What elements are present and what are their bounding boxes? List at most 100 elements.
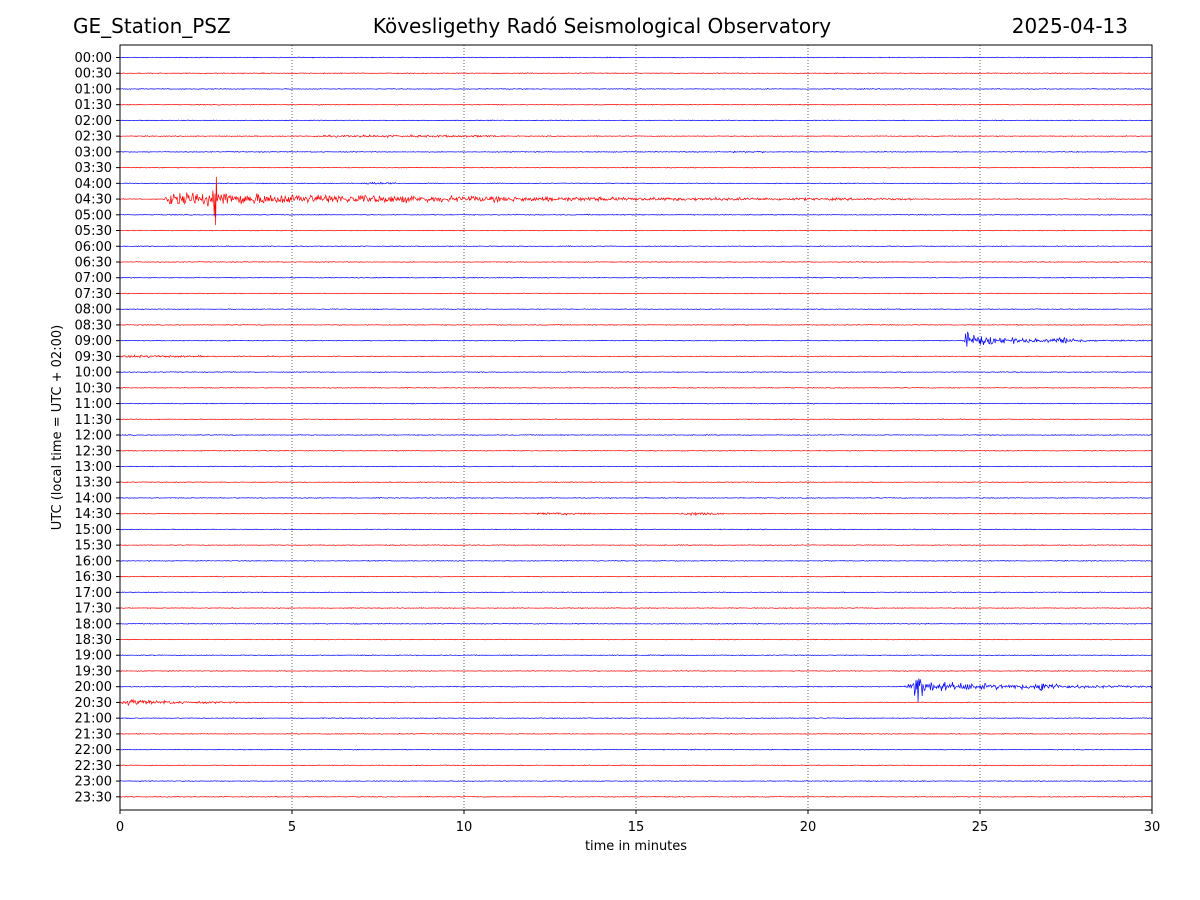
y-tick-label-14:00: 14:00 [75, 491, 112, 506]
x-tick-label-5: 5 [288, 820, 296, 835]
trace-02:30 [119, 133, 1153, 139]
x-tick-label-30: 30 [1144, 820, 1161, 835]
y-tick-label-19:00: 19:00 [75, 649, 112, 664]
y-tick-label-20:00: 20:00 [75, 680, 112, 695]
trace-07:00 [119, 276, 1153, 279]
trace-04:00 [119, 181, 1153, 185]
trace-13:00 [119, 465, 1153, 468]
y-tick-label-22:00: 22:00 [75, 743, 112, 758]
trace-02:00 [119, 119, 1153, 122]
x-tick-label-25: 25 [972, 820, 989, 835]
y-tick-label-08:30: 08:30 [75, 318, 112, 333]
grid-lines [291, 45, 981, 810]
trace-09:00 [119, 331, 1153, 347]
y-tick-label-07:30: 07:30 [75, 287, 112, 302]
y-tick-label-05:30: 05:30 [75, 224, 112, 239]
trace-15:00 [119, 528, 1153, 531]
x-tick-label-20: 20 [800, 820, 817, 835]
y-tick-label-00:00: 00:00 [75, 51, 112, 66]
trace-15:30 [119, 544, 1153, 547]
y-tick-label-07:00: 07:00 [75, 271, 112, 286]
y-tick-label-03:00: 03:00 [75, 145, 112, 160]
trace-06:00 [119, 245, 1153, 248]
y-tick-label-13:00: 13:00 [75, 460, 112, 475]
y-tick-label-17:30: 17:30 [75, 602, 112, 617]
y-tick-label-17:00: 17:00 [75, 586, 112, 601]
trace-08:30 [119, 323, 1153, 326]
trace-05:30 [119, 229, 1153, 232]
x-tick-label-0: 0 [116, 820, 124, 835]
y-tick-label-19:30: 19:30 [75, 664, 112, 679]
y-tick-label-11:00: 11:00 [75, 397, 112, 412]
trace-14:30 [119, 511, 1153, 517]
trace-19:30 [119, 669, 1153, 672]
y-tick-label-04:30: 04:30 [75, 193, 112, 208]
y-tick-label-05:00: 05:00 [75, 208, 112, 223]
trace-18:00 [119, 622, 1153, 625]
y-tick-label-15:30: 15:30 [75, 539, 112, 554]
trace-00:00 [119, 56, 1153, 59]
y-tick-label-09:30: 09:30 [75, 350, 112, 365]
date-label: 2025-04-13 [1011, 14, 1128, 38]
x-tick-label-10: 10 [456, 820, 473, 835]
y-tick-label-11:30: 11:30 [75, 413, 112, 428]
trace-11:00 [119, 402, 1153, 405]
y-tick-label-18:30: 18:30 [75, 633, 112, 648]
trace-17:00 [119, 591, 1153, 594]
trace-06:30 [119, 261, 1153, 263]
trace-22:00 [119, 748, 1153, 751]
trace-10:30 [119, 386, 1153, 389]
y-tick-label-23:00: 23:00 [75, 775, 112, 790]
y-tick-label-15:00: 15:00 [75, 523, 112, 538]
trace-16:30 [119, 575, 1153, 578]
trace-07:30 [119, 292, 1153, 295]
y-tick-label-21:30: 21:30 [75, 727, 112, 742]
y-tick-label-03:30: 03:30 [75, 161, 112, 176]
trace-00:30 [119, 72, 1153, 75]
seismic-traces [119, 56, 1153, 798]
trace-14:00 [119, 496, 1153, 499]
trace-13:30 [119, 481, 1153, 484]
y-tick-label-06:30: 06:30 [75, 255, 112, 270]
chart-title: Kövesligethy Radó Seismological Observat… [372, 14, 832, 38]
trace-03:00 [119, 150, 1153, 154]
y-tick-label-14:30: 14:30 [75, 507, 112, 522]
y-axis-label: UTC (local time = UTC + 02:00) [50, 325, 65, 530]
y-tick-label-01:00: 01:00 [75, 82, 112, 97]
trace-10:00 [119, 371, 1153, 374]
y-tick-label-06:00: 06:00 [75, 240, 112, 255]
y-tick-label-23:30: 23:30 [75, 790, 112, 805]
trace-23:30 [119, 795, 1153, 798]
trace-01:00 [119, 88, 1153, 90]
x-tick-label-15: 15 [628, 820, 645, 835]
y-tick-labels: 00:0000:3001:0001:3002:0002:3003:0003:30… [75, 51, 120, 805]
y-tick-label-10:30: 10:30 [75, 381, 112, 396]
y-tick-label-18:00: 18:00 [75, 617, 112, 632]
y-tick-label-12:30: 12:30 [75, 444, 112, 459]
y-tick-label-16:30: 16:30 [75, 570, 112, 585]
y-tick-label-00:30: 00:30 [75, 67, 112, 82]
trace-05:00 [119, 213, 1153, 216]
trace-09:30 [119, 354, 1153, 359]
trace-16:00 [119, 559, 1153, 562]
x-tick-labels: 0 5 10 15 20 25 30 [116, 810, 1160, 835]
y-tick-label-16:00: 16:00 [75, 554, 112, 569]
trace-19:00 [119, 654, 1153, 657]
trace-12:30 [119, 449, 1153, 452]
y-tick-label-12:00: 12:00 [75, 429, 112, 444]
y-tick-label-08:00: 08:00 [75, 303, 112, 318]
y-tick-label-01:30: 01:30 [75, 98, 112, 113]
y-tick-label-02:30: 02:30 [75, 130, 112, 145]
trace-21:00 [119, 717, 1153, 720]
x-axis-label: time in minutes [585, 839, 687, 854]
trace-18:30 [119, 638, 1153, 641]
trace-12:00 [119, 434, 1153, 437]
trace-04:30 [119, 176, 1153, 226]
trace-01:30 [119, 103, 1153, 106]
station-label: GE_Station_PSZ [73, 14, 231, 38]
y-tick-label-04:00: 04:00 [75, 177, 112, 192]
y-tick-label-13:30: 13:30 [75, 476, 112, 491]
trace-23:00 [119, 780, 1153, 783]
y-tick-label-09:00: 09:00 [75, 334, 112, 349]
